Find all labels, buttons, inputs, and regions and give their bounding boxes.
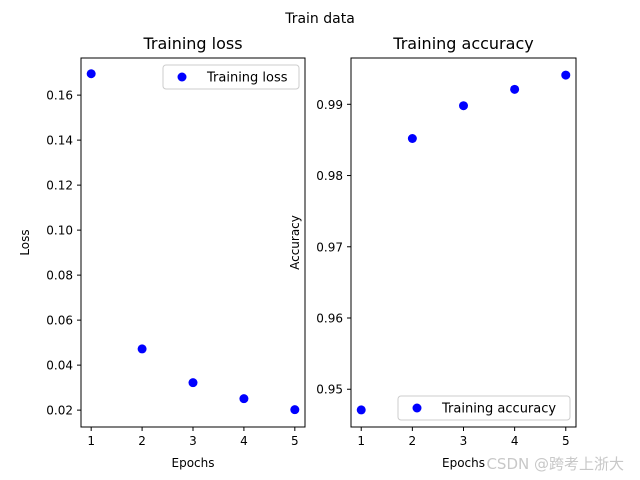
y-tick-label: 0.12 <box>46 179 73 193</box>
y-tick-label: 0.04 <box>46 359 73 373</box>
subplot-title: Training loss <box>142 34 242 53</box>
y-tick-label: 0.97 <box>316 240 343 254</box>
y-tick-label: 0.14 <box>46 134 73 148</box>
y-tick-label: 0.02 <box>46 404 73 418</box>
data-point <box>407 133 417 143</box>
y-tick-label: 0.10 <box>46 224 73 238</box>
legend-marker <box>177 72 187 82</box>
x-axis-label: Epochs <box>172 456 215 470</box>
data-point <box>137 344 147 354</box>
x-tick-label: 2 <box>409 434 417 448</box>
legend-box <box>162 64 300 90</box>
x-axis-label: Epochs <box>442 456 485 470</box>
axes-frame <box>80 57 306 428</box>
axes-frame <box>350 57 577 428</box>
x-tick-label: 2 <box>138 434 146 448</box>
watermark: CSDN @跨考上浙大 <box>486 455 624 473</box>
subplot-training-accuracy: Training accuracy 1 2 3 4 5 0.95 0.96 0.97 0.98 0.… <box>288 34 577 470</box>
data-point <box>356 405 366 415</box>
data-point <box>86 69 96 79</box>
x-tick-label: 1 <box>87 434 95 448</box>
y-tick-label: 0.96 <box>316 312 343 326</box>
data-point <box>459 101 468 111</box>
data-point <box>239 394 249 404</box>
x-tick-label: 4 <box>511 434 519 448</box>
y-tick-label: 0.98 <box>316 169 343 183</box>
x-tick-label: 3 <box>460 434 468 448</box>
data-point <box>510 84 520 94</box>
y-tick-label: 0.99 <box>316 98 343 112</box>
legend-label: Training loss <box>206 71 288 86</box>
y-tick-label: 0.08 <box>46 269 73 283</box>
x-tick-label: 5 <box>291 434 299 448</box>
subplot-title: Training accuracy <box>392 34 533 53</box>
figure-suptitle: Train data <box>284 11 355 27</box>
y-tick-label: 0.95 <box>316 383 343 397</box>
x-tick-label: 5 <box>562 434 570 448</box>
y-axis-label: Loss <box>18 229 32 255</box>
legend-marker <box>412 403 422 413</box>
y-axis-label: Accuracy <box>288 215 302 270</box>
subplot-training-loss: Training loss 1 2 3 4 5 0.02 0.04 0.06 0.08 0.10 0.… <box>18 34 306 470</box>
data-point <box>290 405 300 415</box>
x-tick-label: 4 <box>240 434 248 448</box>
x-tick-label: 3 <box>189 434 197 448</box>
x-tick-label: 1 <box>357 434 365 448</box>
y-tick-label: 0.16 <box>46 89 73 103</box>
data-point <box>188 378 198 388</box>
legend-label: Training accuracy <box>441 402 556 417</box>
legend-box <box>397 395 571 421</box>
y-tick-label: 0.06 <box>46 314 73 328</box>
data-point <box>561 70 571 80</box>
